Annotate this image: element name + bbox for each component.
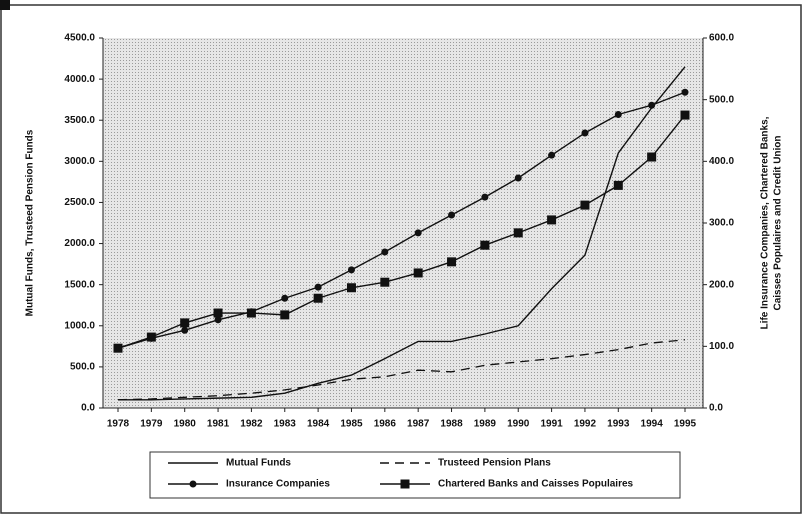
- point: [113, 343, 123, 353]
- point: [146, 332, 156, 342]
- y-tick-label: 1500.0: [64, 279, 95, 290]
- y-tick-label: 2000.0: [64, 238, 95, 249]
- y2-tick-label: 500.0: [709, 94, 734, 105]
- point: [514, 174, 522, 182]
- y-tick-label: 4000.0: [64, 74, 95, 85]
- y-tick-label: 3000.0: [64, 156, 95, 167]
- y-axis-title: Mutual Funds, Trusteed Pension Funds: [25, 129, 36, 316]
- legend-label: Trusteed Pension Plans: [438, 458, 551, 469]
- plot-area: [103, 38, 703, 408]
- point: [447, 257, 457, 267]
- point: [214, 316, 222, 324]
- point: [414, 229, 422, 237]
- point: [314, 283, 322, 291]
- legend-marker: [400, 479, 410, 489]
- legend-label: Chartered Banks and Caisses Populaires: [438, 479, 634, 490]
- y-tick-label: 0.0: [81, 403, 95, 414]
- y2-tick-label: 600.0: [709, 33, 734, 44]
- series-line: [117, 114, 686, 349]
- point: [281, 294, 289, 302]
- y2-axis-title: Life Insurance Companies, Chartered Bank…: [760, 116, 771, 329]
- point: [580, 200, 590, 210]
- point: [481, 193, 489, 201]
- series-line: [117, 91, 686, 349]
- point: [548, 151, 556, 159]
- point: [513, 228, 523, 238]
- point: [180, 318, 190, 328]
- point: [181, 326, 189, 334]
- y2-axis-title: Caisses Populaires and Credit Union: [773, 135, 784, 310]
- x-tick-label: 1994: [641, 419, 664, 430]
- series-line: [118, 66, 686, 401]
- x-tick-label: 1982: [240, 419, 263, 430]
- x-tick-label: 1983: [274, 419, 297, 430]
- x-tick-label: 1984: [307, 419, 330, 430]
- legend-label: Insurance Companies: [226, 479, 330, 490]
- point: [246, 308, 256, 318]
- y2-tick-label: 200.0: [709, 279, 734, 290]
- x-tick-label: 1987: [407, 419, 430, 430]
- x-tick-label: 1989: [474, 419, 497, 430]
- x-tick-label: 1981: [207, 419, 230, 430]
- x-tick-label: 1991: [540, 419, 563, 430]
- x-tick-label: 1980: [174, 419, 197, 430]
- point: [681, 88, 689, 96]
- legend-marker: [189, 480, 197, 488]
- x-tick-label: 1988: [440, 419, 463, 430]
- point: [547, 215, 557, 225]
- x-tick-label: 1985: [340, 419, 363, 430]
- frame: [0, 4, 802, 514]
- x-tick-label: 1995: [674, 419, 697, 430]
- y2-tick-label: 300.0: [709, 218, 734, 229]
- point: [346, 283, 356, 293]
- legend-label: Mutual Funds: [226, 458, 291, 469]
- y-tick-label: 500.0: [70, 362, 95, 373]
- x-tick-label: 1992: [574, 419, 597, 430]
- y-tick-label: 1000.0: [64, 320, 95, 331]
- point: [213, 308, 223, 318]
- point: [614, 110, 622, 118]
- point: [613, 180, 623, 190]
- point: [413, 268, 423, 278]
- y2-tick-label: 400.0: [709, 156, 734, 167]
- x-tick-label: 1990: [507, 419, 530, 430]
- point: [680, 110, 690, 120]
- x-tick-label: 1986: [374, 419, 397, 430]
- y2-tick-label: 100.0: [709, 341, 734, 352]
- point: [381, 248, 389, 256]
- legend-box: [149, 451, 681, 499]
- x-tick-label: 1993: [607, 419, 630, 430]
- y-tick-label: 4500.0: [64, 33, 95, 44]
- y-tick-label: 2500.0: [64, 197, 95, 208]
- point: [648, 101, 656, 109]
- y2-tick-label: 0.0: [709, 403, 723, 414]
- point: [347, 266, 355, 274]
- series-line: [117, 339, 686, 401]
- point: [380, 277, 390, 287]
- point: [581, 129, 589, 137]
- x-tick-label: 1979: [140, 419, 163, 430]
- point: [313, 293, 323, 303]
- y-tick-label: 3500.0: [64, 115, 95, 126]
- point: [480, 240, 490, 250]
- point: [448, 211, 456, 219]
- corner-mark: [0, 0, 10, 10]
- x-tick-label: 1978: [107, 419, 130, 430]
- point: [647, 152, 657, 162]
- point: [280, 310, 290, 320]
